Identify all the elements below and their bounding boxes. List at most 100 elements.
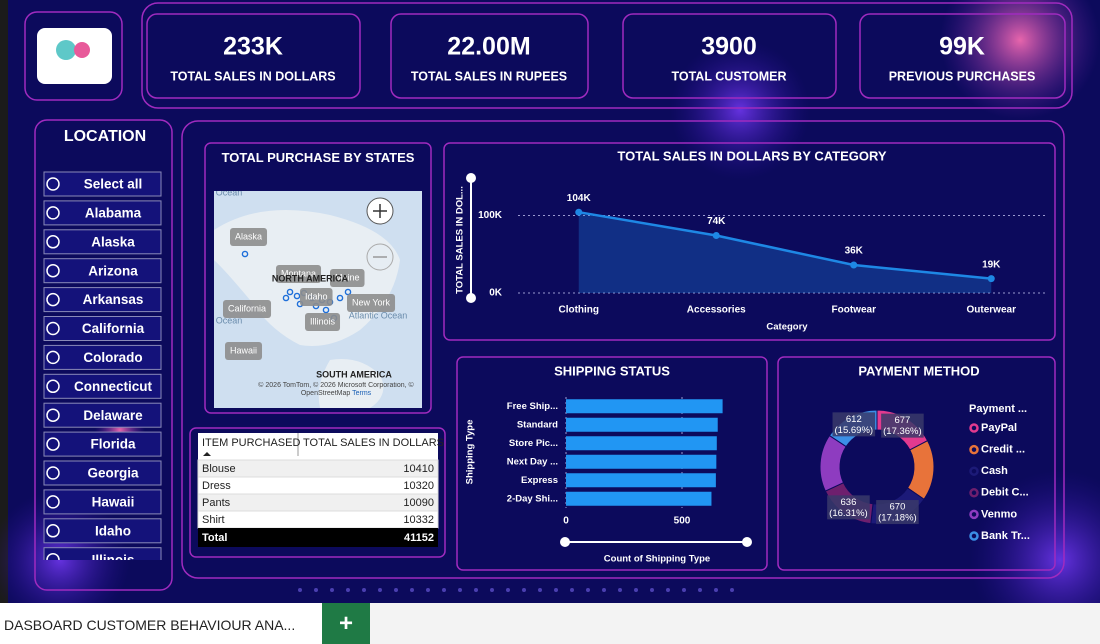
slider-handle[interactable] <box>560 537 570 547</box>
slicer-label: Florida <box>90 437 135 452</box>
map-water: Ocean <box>216 187 243 197</box>
slicer-label: Arkansas <box>83 292 144 307</box>
area <box>578 212 992 293</box>
x-tick-label: 500 <box>674 516 691 527</box>
decor-dot <box>506 588 510 592</box>
data-label: 636 (16.31%) <box>829 496 868 518</box>
slicer-radio <box>46 263 60 278</box>
decor-dot <box>682 588 686 592</box>
slicer-label: California <box>82 321 145 336</box>
kpi-value: 3900 <box>701 33 757 61</box>
decor-dot <box>730 588 734 592</box>
table-row <box>197 510 439 529</box>
kpi-label: PREVIOUS PURCHASES <box>889 69 1036 83</box>
logo-panel <box>24 11 123 101</box>
sheet-tab[interactable]: DASBOARD CUSTOMER BEHAVIOUR ANA... <box>0 603 322 644</box>
location-slicer: Select all Alabama Alaska Arizona Arkansas Ca… <box>43 171 162 572</box>
shipping-panel <box>456 356 768 571</box>
slicer-radio <box>46 235 60 249</box>
slicer-item[interactable] <box>43 287 162 313</box>
slider-handle[interactable] <box>742 537 752 547</box>
logo-icon <box>56 40 76 60</box>
slicer-item[interactable] <box>43 460 162 486</box>
slicer-item[interactable] <box>43 316 162 341</box>
slicer-label: Idaho <box>95 523 131 538</box>
decor-dot <box>442 588 446 592</box>
kpi-card <box>859 13 1066 99</box>
decor-dot <box>298 588 302 592</box>
map-label: Alaska <box>235 231 262 241</box>
kpi-label: TOTAL SALES IN RUPEES <box>411 69 567 83</box>
slicer-item[interactable] <box>43 344 162 370</box>
sheet-bar: DASBOARD CUSTOMER BEHAVIOUR ANA... + <box>0 603 1100 644</box>
slicer-item[interactable] <box>43 229 162 255</box>
slicer-radio <box>46 206 60 220</box>
table: ITEM PURCHASED TOTAL SALES IN DOLLARS Blou… <box>197 433 444 547</box>
slicer-label: Georgia <box>87 466 139 481</box>
slicer-label: Colorado <box>83 350 142 365</box>
slicer-item[interactable] <box>43 258 162 284</box>
table-total-row <box>198 528 438 547</box>
slicer-label: Delaware <box>83 408 143 423</box>
kpi-value: 99K <box>939 33 985 61</box>
slicer-item[interactable] <box>43 547 162 572</box>
map-attribution: © 2026 TomTom, © 2026 Microsoft Corporat… <box>250 382 422 398</box>
map-label-box <box>300 288 333 306</box>
kpi-label: TOTAL SALES IN DOLLARS <box>170 69 335 83</box>
slicer-radio <box>46 408 60 422</box>
table-cell: Shirt <box>202 514 225 526</box>
slicer-item[interactable] <box>43 171 162 197</box>
y-tick-label: Next Day ... <box>507 456 558 467</box>
decor-dot <box>666 588 670 592</box>
slicer-item[interactable] <box>43 518 162 544</box>
decor-dot <box>378 588 382 592</box>
logo <box>37 28 112 84</box>
table-row <box>197 476 439 495</box>
kpi-value: 233K <box>223 33 283 61</box>
slider-handle[interactable] <box>466 173 476 183</box>
table-cell: 41152 <box>404 532 434 544</box>
bar <box>566 436 717 451</box>
slicer-item[interactable] <box>43 489 162 515</box>
map-dot <box>286 288 294 296</box>
x-axis-label: Count of Shipping Type <box>604 554 710 565</box>
slicer-item[interactable] <box>43 373 162 399</box>
map-title: TOTAL PURCHASE BY STATES <box>221 150 415 165</box>
table-cell: Dress <box>202 480 231 492</box>
legend-label: Credit ... <box>981 444 1025 456</box>
map-label: Illinois <box>310 316 336 326</box>
decor-dot <box>554 588 558 592</box>
add-sheet-button[interactable]: + <box>322 603 370 644</box>
slicer-radio <box>46 552 60 560</box>
slicer-item[interactable] <box>43 431 162 457</box>
table-panel <box>189 427 446 558</box>
decor-dot <box>474 588 478 592</box>
chart-title: TOTAL SALES IN DOLLARS BY CATEGORY <box>617 148 886 163</box>
background <box>0 0 1100 603</box>
zoom-in-icon <box>373 204 387 218</box>
slicer-radio <box>46 321 60 336</box>
slider-handle[interactable] <box>466 293 476 303</box>
x-tick-label: Accessories <box>687 305 746 316</box>
decor-dot <box>570 588 574 592</box>
x-tick-label: 0 <box>563 516 569 527</box>
data-label: 74K <box>707 216 726 227</box>
kpis: 233K TOTAL SALES IN DOLLARS 22.00M TOTAL SA… <box>170 33 1035 84</box>
map-attribution-box: © 2026 TomTom, © 2026 Microsoft Corporat… <box>250 382 422 398</box>
table-cell: 10320 <box>403 480 434 492</box>
slicer-item[interactable] <box>43 200 162 226</box>
map-label: New York <box>352 297 391 307</box>
decor-dot <box>426 588 430 592</box>
decor <box>670 40 810 180</box>
map-label-box <box>276 265 322 283</box>
slicer-radio <box>46 379 60 394</box>
data-label: 19K <box>982 259 1001 270</box>
line <box>578 210 992 280</box>
terms-link[interactable]: Terms <box>352 390 372 397</box>
logo-icon <box>74 42 90 58</box>
map-dot <box>282 294 290 302</box>
chart-title: PAYMENT METHOD <box>858 363 979 378</box>
slicer-item[interactable] <box>43 402 162 428</box>
y-tick-label: Free Ship... <box>507 401 558 412</box>
